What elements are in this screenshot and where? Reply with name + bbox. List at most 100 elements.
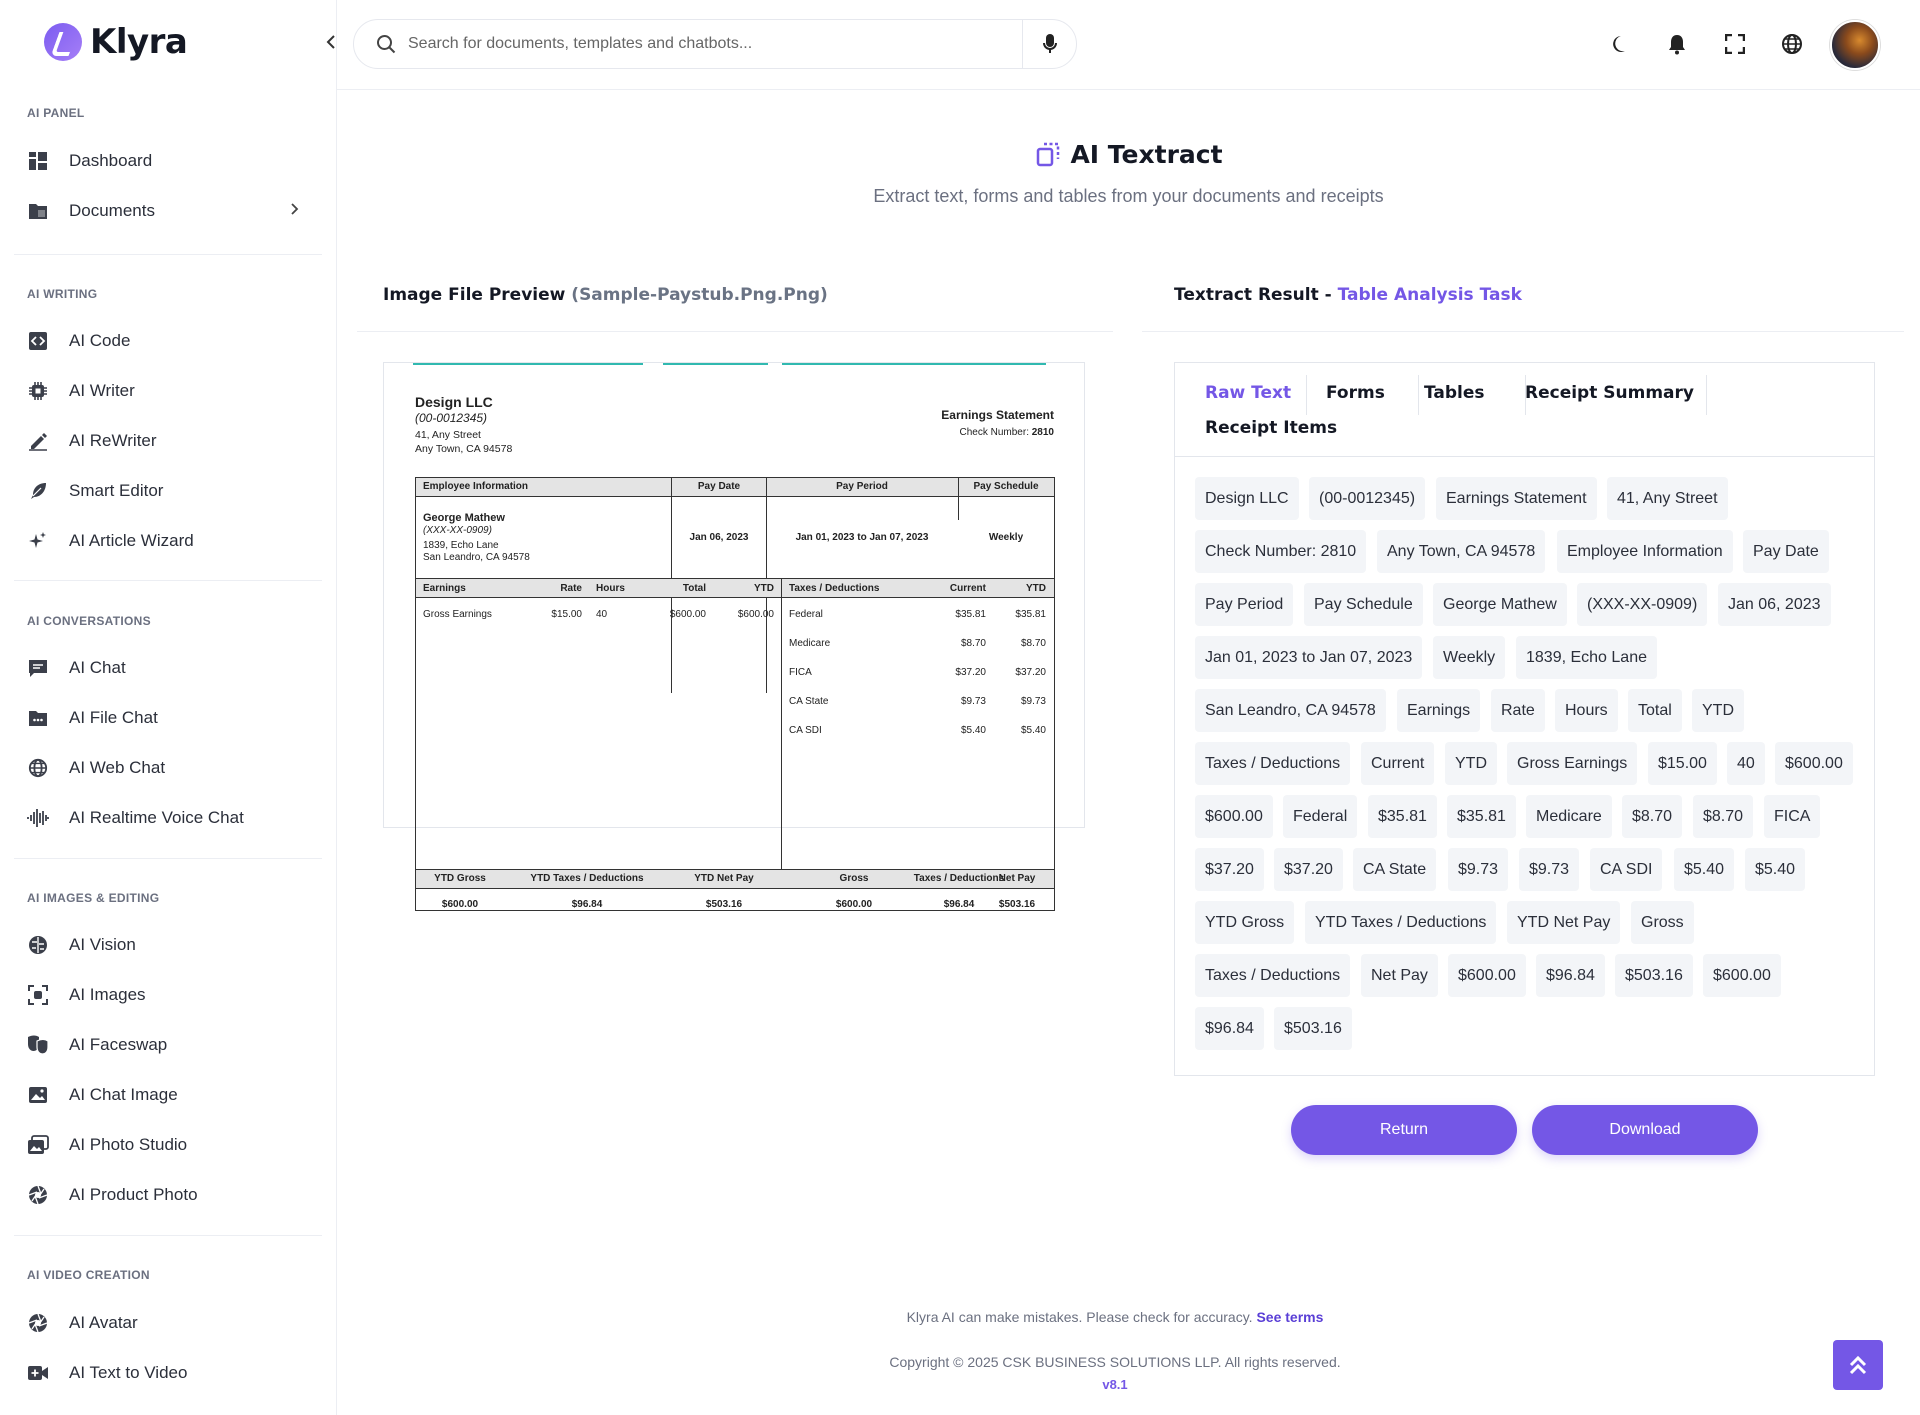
sidebar-item-dashboard[interactable]: Dashboard (27, 143, 317, 179)
textract-icon (1037, 142, 1060, 166)
result-heading-text: Textract Result - (1174, 285, 1332, 305)
stub-summary-header: YTD Gross (434, 873, 486, 884)
table-rule (415, 578, 1055, 579)
text-chip: YTD Taxes / Deductions (1305, 901, 1497, 944)
see-terms-link[interactable]: See terms (1256, 1309, 1324, 1325)
sidebar-item-label: AI Article Wizard (69, 531, 194, 550)
sidebar-item-label: AI Avatar (69, 1313, 138, 1332)
stub-tax-cell: $5.40 (960, 725, 986, 736)
preview-filename: (Sample-Paystub.Png.Png) (571, 285, 828, 305)
stub-summary-value: $503.16 (705, 899, 743, 910)
page-title: AI Textract (1034, 140, 1223, 169)
text-chip: $96.84 (1536, 954, 1605, 997)
sidebar-item-documents[interactable]: Documents (27, 193, 317, 229)
text-chip: $8.70 (1693, 795, 1754, 838)
sidebar-item-label: Smart Editor (69, 481, 164, 500)
text-chip: Check Number: 2810 (1195, 530, 1367, 573)
text-chip: Jan 01, 2023 to Jan 07, 2023 (1195, 636, 1423, 679)
sidebar-item-ai-text-to-video[interactable]: AI Text to Video (27, 1355, 317, 1391)
text-chip: YTD Net Pay (1507, 901, 1621, 944)
scroll-to-top-button[interactable] (1833, 1340, 1883, 1390)
chat-icon (27, 657, 49, 679)
sidebar-item-ai-code[interactable]: AI Code (27, 323, 317, 359)
stub-tax-header: Current (949, 583, 986, 594)
footer-disclaimer-text: Klyra AI can make mistakes. Please check… (906, 1309, 1253, 1325)
file-chat-icon (27, 707, 49, 729)
sidebar-item-ai-rewriter[interactable]: AI ReWriter (27, 423, 317, 459)
sidebar-item-ai-article-wizard[interactable]: AI Article Wizard (27, 523, 317, 559)
result-task-name: Table Analysis Task (1337, 285, 1522, 305)
return-button[interactable]: Return (1291, 1105, 1517, 1155)
sidebar-item-smart-editor[interactable]: Smart Editor (27, 473, 317, 509)
stub-hdr-pay-period: Pay Period (836, 481, 888, 492)
text-chip: Net Pay (1361, 954, 1438, 997)
stub-tax-header: Taxes / Deductions (789, 583, 880, 594)
fullscreen-button[interactable] (1723, 32, 1747, 56)
language-button[interactable] (1780, 32, 1804, 56)
sidebar-item-label: AI Images (69, 985, 146, 1004)
sidebar-item-ai-file-chat[interactable]: AI File Chat (27, 700, 317, 736)
sidebar-item-ai-web-chat[interactable]: AI Web Chat (27, 750, 317, 786)
globe-icon (27, 757, 49, 779)
tab-receipt-summary[interactable]: Receipt Summary (1525, 383, 1694, 403)
text-chip: Weekly (1433, 636, 1506, 679)
chip-icon (27, 380, 49, 402)
stub-address2: Any Town, CA 94578 (415, 443, 513, 455)
sidebar-item-label: AI Vision (69, 935, 136, 954)
text-chip: Pay Date (1743, 530, 1829, 573)
text-chip: Federal (1283, 795, 1358, 838)
bell-icon (1669, 35, 1685, 55)
sidebar-item-ai-faceswap[interactable]: AI Faceswap (27, 1027, 317, 1063)
app-name: Klyra (90, 22, 188, 62)
sidebar-item-ai-photo-studio[interactable]: AI Photo Studio (27, 1127, 317, 1163)
search-input[interactable] (408, 35, 1008, 53)
tab-forms[interactable]: Forms (1326, 383, 1385, 403)
sidebar-item-ai-vision[interactable]: AI Vision (27, 927, 317, 963)
notifications-button[interactable] (1665, 32, 1689, 56)
stub-employee-name: George Mathew (423, 512, 505, 524)
sidebar-item-ai-product-photo[interactable]: AI Product Photo (27, 1177, 317, 1213)
sidebar-item-ai-chat-image[interactable]: AI Chat Image (27, 1077, 317, 1113)
sidebar-item-ai-realtime-voice-chat[interactable]: AI Realtime Voice Chat (27, 800, 317, 836)
code-icon (27, 330, 49, 352)
text-chip: $8.70 (1622, 795, 1683, 838)
chevron-left-icon (326, 35, 335, 49)
stub-address1: 41, Any Street (415, 429, 481, 441)
tab-raw-text[interactable]: Raw Text (1205, 383, 1292, 403)
folder-icon (27, 200, 49, 222)
header-fill (416, 870, 1054, 888)
result-divider (1142, 331, 1904, 332)
stub-summary-value: $600.00 (835, 899, 873, 910)
sidebar-item-ai-avatar[interactable]: AI Avatar (27, 1305, 317, 1341)
tab-receipt-items[interactable]: Receipt Items (1205, 418, 1338, 438)
chevron-right-icon (291, 202, 299, 220)
text-chip: $37.20 (1274, 848, 1343, 891)
sidebar-item-ai-images[interactable]: AI Images (27, 977, 317, 1013)
sidebar-item-ai-chat[interactable]: AI Chat (27, 650, 317, 686)
stub-earn-header: Rate (560, 583, 582, 594)
result-panel: Raw Text Forms Tables Receipt Summary Re… (1174, 362, 1875, 1076)
text-chip: Taxes / Deductions (1195, 954, 1351, 997)
dark-mode-toggle[interactable] (1609, 32, 1633, 56)
aperture-icon (27, 1184, 49, 1206)
stub-tax-cell: $35.81 (955, 609, 986, 620)
voice-search-button[interactable] (1022, 20, 1076, 68)
sidebar-item-label: AI Product Photo (69, 1185, 198, 1204)
download-button[interactable]: Download (1532, 1105, 1758, 1155)
user-avatar[interactable] (1830, 20, 1880, 70)
text-chip: 1839, Echo Lane (1516, 636, 1657, 679)
stub-pay-date: Jan 06, 2023 (689, 532, 749, 543)
collapse-sidebar-button[interactable] (322, 34, 340, 54)
app-logo[interactable]: Klyra (44, 22, 188, 62)
tab-tables[interactable]: Tables (1424, 383, 1485, 403)
nav-section-title: AI WRITING (27, 287, 98, 301)
sidebar-item-ai-writer[interactable]: AI Writer (27, 373, 317, 409)
text-chip: YTD (1692, 689, 1744, 732)
stub-tax-cell: $37.20 (955, 667, 986, 678)
nav-section-title: AI IMAGES & EDITING (27, 891, 160, 905)
table-rule (1054, 477, 1055, 911)
stub-tax-cell: Federal (789, 609, 823, 620)
text-chip: CA SDI (1590, 848, 1663, 891)
table-rule (958, 477, 959, 520)
fullscreen-icon (1725, 34, 1745, 54)
